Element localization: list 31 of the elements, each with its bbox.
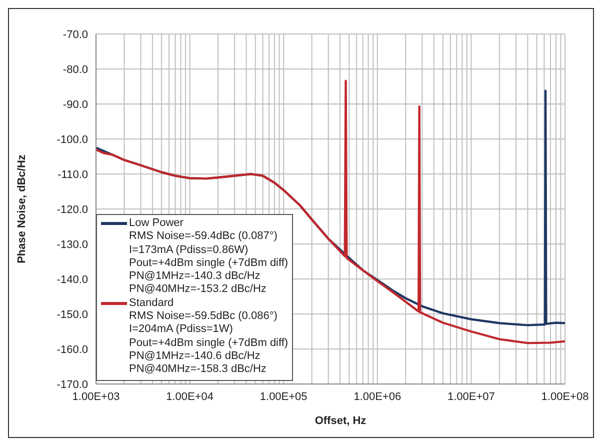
x-tick-label: 1.00E+07 bbox=[447, 390, 495, 403]
x-tick-label: 1.00E+08 bbox=[541, 390, 589, 403]
annotation: PN@40MHz=-158.3 dBc/Hz bbox=[128, 363, 268, 377]
y-tick-label: -80.0 bbox=[62, 64, 88, 76]
y-tick-label: -120.0 bbox=[56, 204, 88, 216]
y-tick-label: -110.0 bbox=[58, 168, 88, 181]
annotation: PN@1MHz=-140.6 dBc/Hz bbox=[128, 350, 262, 364]
y-tick-label: -150.0 bbox=[56, 308, 88, 321]
x-tick-label: 1.00E+05 bbox=[260, 390, 308, 403]
x-tick-label: 1.00E+06 bbox=[354, 390, 402, 403]
annotation: PN@40MHz=-153.2 dBc/Hz bbox=[128, 283, 268, 297]
annotation: RMS Noise=-59.4dBc (0.087°) bbox=[128, 230, 278, 244]
x-axis-title: Offset, Hz bbox=[314, 415, 367, 427]
y-tick-label: -90.0 bbox=[62, 98, 88, 111]
y-axis-title: Phase Noise, dBc/Hz bbox=[16, 154, 28, 264]
y-tick-label: -100.0 bbox=[56, 134, 88, 146]
annotation: Pout=+4dBm single (+7dBm diff) bbox=[128, 336, 288, 350]
x-tick-label: 1.00E+03 bbox=[72, 390, 120, 403]
annotation: I=173mA (Pdiss=0.86W) bbox=[128, 244, 250, 257]
legend-label: Standard bbox=[129, 296, 174, 310]
y-tick-label: -130.0 bbox=[56, 238, 88, 251]
annotation: I=204mA (Pdiss=1W) bbox=[128, 323, 234, 337]
y-tick-label: -140.0 bbox=[56, 274, 88, 286]
y-tick-label: -160.0 bbox=[56, 344, 88, 356]
legend-label: Low Power bbox=[129, 217, 184, 230]
annotation: PN@1MHz=-140.3 dBc/Hz bbox=[128, 270, 262, 284]
x-tick-label: 1.00E+04 bbox=[166, 390, 214, 403]
annotation: RMS Noise=-59.5dBc (0.086°) bbox=[128, 310, 278, 324]
y-tick-label: -170.0 bbox=[56, 378, 88, 391]
y-tick-label: -70.0 bbox=[62, 28, 88, 41]
annotation: Pout=+4dBm single (+7dBm diff) bbox=[128, 256, 288, 270]
